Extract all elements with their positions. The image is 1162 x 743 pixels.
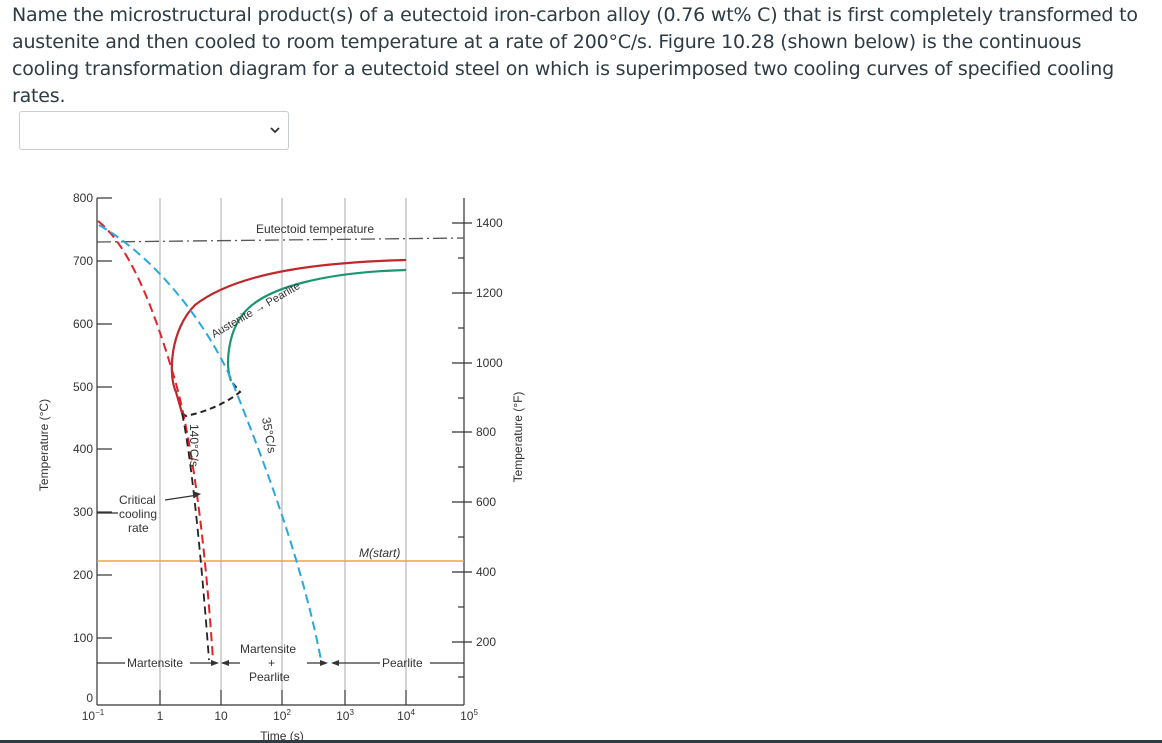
critical-label-3: rate — [128, 521, 149, 535]
mstart-label: M(start) — [359, 546, 400, 560]
fahrenheit-tick-label: 1400 — [476, 216, 503, 230]
x-axis-title: Time (s) — [260, 729, 304, 743]
celsius-tick-label: 0 — [86, 691, 93, 705]
mp-right-arrowhead — [320, 660, 328, 666]
critical-arrowhead — [193, 491, 201, 498]
critical-cooling-curve — [181, 412, 210, 661]
time-tick-label: 104 — [397, 708, 415, 723]
transformation-finish-curve — [227, 268, 407, 382]
celsius-tick-label: 800 — [73, 191, 93, 205]
cooling-curve-35 — [98, 224, 322, 661]
time-tick-label: 1 — [157, 709, 164, 723]
martensite-pearlite-label-2: + — [268, 656, 275, 670]
chevron-down-icon — [270, 127, 280, 134]
mp-left-arrowhead — [221, 660, 229, 666]
question-text: Name the microstructural product(s) of a… — [12, 4, 1138, 107]
fahrenheit-tick-label: 400 — [476, 565, 496, 579]
celsius-tick-label: 200 — [73, 568, 93, 582]
critical-label-1: Critical — [119, 493, 156, 507]
left-axis-title: Temperature (°C) — [37, 399, 51, 491]
time-tick-label: 102 — [273, 708, 291, 723]
martensite-arrowhead — [211, 660, 219, 666]
fahrenheit-tick-label: 1000 — [476, 356, 503, 370]
time-tick-label: 105 — [460, 708, 478, 723]
critical-dashed-curve — [181, 380, 242, 418]
celsius-tick-label: 300 — [73, 505, 93, 519]
celsius-tick-label: 700 — [73, 254, 93, 268]
transformation-start-curve — [170, 258, 407, 414]
fahrenheit-tick-label: 600 — [476, 495, 496, 509]
martensite-label: Martensite — [127, 656, 183, 670]
time-tick-label: 103 — [336, 708, 354, 723]
eutectoid-line — [96, 237, 465, 243]
eutectoid-label: Eutectoid temperature — [256, 222, 374, 236]
decade-gridlines — [159, 198, 407, 705]
celsius-tick-label: 500 — [73, 380, 93, 394]
fahrenheit-tick-label: 800 — [476, 425, 496, 439]
answer-dropdown[interactable] — [19, 111, 289, 150]
rate-35-label: 35°C/s — [259, 416, 279, 454]
right-axis-title: Temperature (°F) — [511, 392, 525, 483]
rate-140-label: 140°C/s — [187, 424, 201, 467]
celsius-tick-label: 100 — [73, 631, 93, 645]
pearlite-arrowhead — [331, 660, 339, 666]
martensite-pearlite-label-3: Pearlite — [249, 670, 290, 684]
cooling-curve-140 — [97, 220, 214, 661]
plot-frame — [96, 198, 465, 706]
fahrenheit-tick-label: 200 — [476, 635, 496, 649]
fahrenheit-ticks — [452, 222, 472, 678]
fahrenheit-tick-label: 1200 — [476, 286, 503, 300]
celsius-tick-label: 600 — [73, 317, 93, 331]
cct-diagram: 800 700 600 500 400 300 200 100 0 1400 1… — [37, 191, 525, 743]
time-tick-label: 10 — [214, 709, 228, 723]
celsius-tick-label: 400 — [73, 442, 93, 456]
critical-arrow — [164, 494, 199, 501]
critical-label-2: cooling — [119, 507, 157, 521]
celsius-ticks — [97, 197, 112, 639]
bottom-rule — [0, 740, 1162, 743]
time-ticks — [159, 690, 407, 705]
martensite-pearlite-label-1: Martensite — [240, 642, 296, 656]
time-tick-label: 10−1 — [82, 708, 105, 723]
pearlite-label: Pearlite — [382, 656, 423, 670]
